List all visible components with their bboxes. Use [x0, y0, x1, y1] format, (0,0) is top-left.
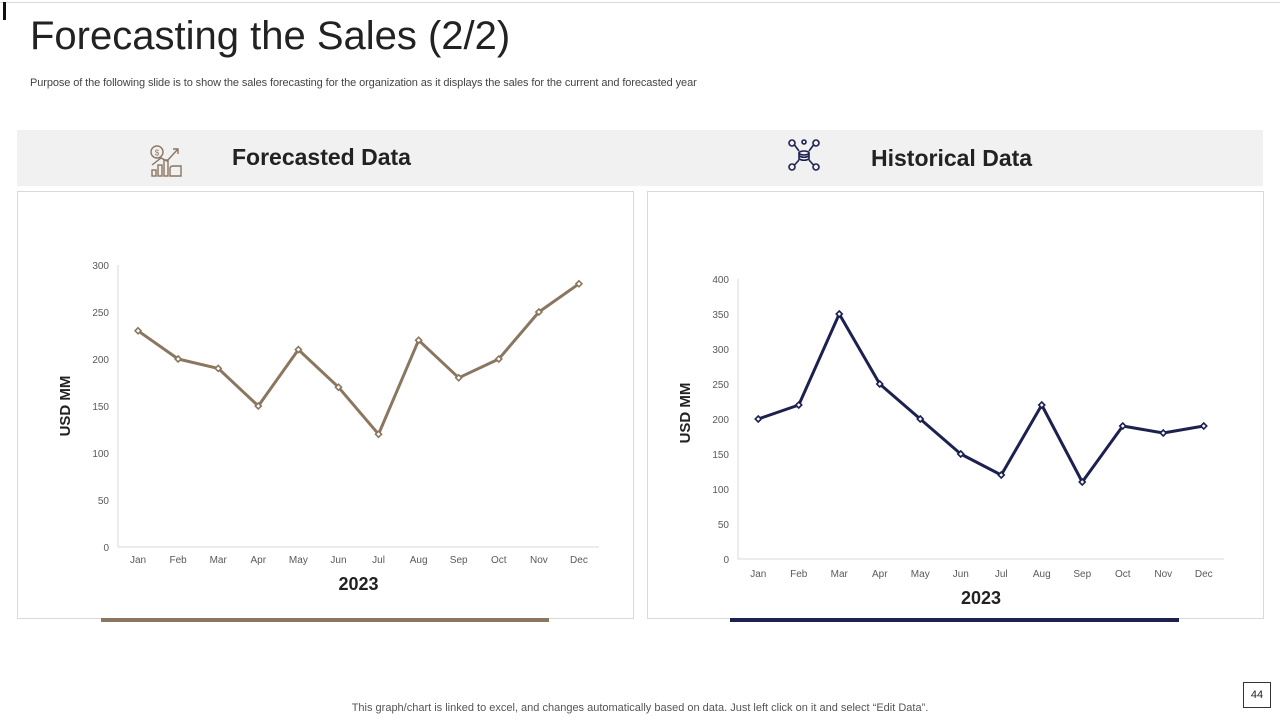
page-title: Forecasting the Sales (2/2): [30, 14, 511, 58]
top-rule: [0, 2, 1280, 3]
data-point-marker: [294, 345, 303, 354]
page-number: 44: [1243, 682, 1271, 708]
series-line: [137, 282, 580, 436]
money-growth-icon: $: [148, 143, 184, 184]
x-tick-label: Mar: [831, 569, 849, 580]
y-tick-label: 100: [92, 449, 109, 460]
x-tick-label: Jun: [953, 569, 969, 580]
y-tick-label: 150: [92, 402, 109, 413]
data-point-marker: [494, 354, 503, 364]
x-axis-title: 2023: [961, 588, 1001, 608]
x-tick-label: Nov: [530, 555, 548, 566]
y-tick-label: 0: [723, 555, 729, 566]
data-point-marker: [334, 383, 343, 392]
historical-panel-title: Historical Data: [871, 145, 1033, 171]
data-point-marker: [173, 354, 183, 364]
y-tick-label: 50: [98, 496, 110, 507]
y-tick-label: 350: [712, 310, 729, 321]
data-point-marker: [1037, 400, 1046, 410]
data-network-icon: [786, 138, 822, 179]
y-tick-label: 250: [712, 380, 729, 391]
x-tick-label: Aug: [1033, 569, 1051, 580]
x-tick-label: Jun: [330, 555, 346, 566]
data-point-marker: [1118, 421, 1127, 431]
svg-text:$: $: [155, 149, 160, 158]
panel-header-band: [17, 130, 1263, 186]
x-tick-label: Feb: [790, 569, 808, 580]
x-tick-label: Feb: [170, 555, 188, 566]
y-tick-label: 50: [718, 520, 730, 531]
y-axis-title: USD MM: [677, 383, 694, 444]
forecast-chart-container[interactable]: 0 50 100 150 200 250 300 Jan Feb Mar Apr May Jun Jul A…: [17, 191, 634, 619]
x-axis-title: 2023: [338, 574, 378, 594]
data-point-marker: [133, 326, 143, 335]
x-tick-label: Jul: [372, 555, 385, 566]
y-tick-label: 200: [92, 355, 109, 366]
data-point-marker: [1159, 428, 1168, 438]
top-marker: [3, 2, 6, 20]
x-tick-label: Dec: [570, 555, 588, 566]
data-point-marker: [916, 414, 925, 424]
series-line: [757, 312, 1205, 484]
data-point-marker: [454, 373, 463, 382]
x-tick-label: May: [911, 569, 930, 580]
historical-chart-container[interactable]: 0 50 100 150 200 250 300 350 400 Jan Feb Mar Apr May J…: [647, 191, 1264, 619]
y-tick-label: 200: [712, 415, 729, 426]
forecast-line-chart[interactable]: 0 50 100 150 200 250 300 Jan Feb Mar Apr May Jun Jul A…: [18, 192, 635, 620]
x-tick-label: Jan: [750, 569, 766, 580]
x-tick-label: Sep: [1073, 569, 1091, 580]
y-tick-label: 300: [712, 345, 729, 356]
x-tick-label: Apr: [251, 555, 267, 566]
forecast-panel-title: Forecasted Data: [232, 144, 411, 170]
data-point-marker: [997, 470, 1006, 480]
x-tick-label: Oct: [491, 555, 507, 566]
x-tick-label: Sep: [450, 555, 468, 566]
footer-note: This graph/chart is linked to excel, and…: [351, 702, 929, 714]
x-tick-label: May: [289, 555, 308, 566]
data-point-marker: [1078, 477, 1087, 487]
forecast-accent-bar: [101, 618, 549, 622]
data-point-marker: [754, 414, 763, 424]
historical-accent-bar: [730, 618, 1179, 622]
x-tick-label: Jan: [130, 555, 146, 566]
y-tick-label: 150: [712, 450, 729, 461]
data-point-marker: [414, 336, 423, 345]
y-tick-label: 250: [92, 308, 109, 319]
x-tick-label: Mar: [210, 555, 228, 566]
data-point-marker: [214, 364, 223, 373]
y-tick-label: 300: [92, 261, 109, 272]
data-point-marker: [254, 401, 263, 411]
data-point-marker: [534, 307, 544, 317]
data-point-marker: [875, 379, 884, 389]
x-tick-label: Aug: [410, 555, 428, 566]
data-point-marker: [1199, 421, 1208, 431]
x-tick-label: Jul: [995, 569, 1008, 580]
x-tick-label: Dec: [1195, 569, 1213, 580]
page-subtitle: Purpose of the following slide is to sho…: [30, 77, 697, 89]
data-point-marker: [835, 309, 844, 319]
data-point-marker: [374, 430, 383, 439]
x-tick-label: Oct: [1115, 569, 1131, 580]
data-point-marker: [794, 400, 803, 410]
data-point-marker: [574, 279, 584, 288]
y-tick-label: 0: [103, 543, 109, 554]
y-tick-label: 400: [712, 275, 729, 286]
historical-line-chart[interactable]: 0 50 100 150 200 250 300 350 400 Jan Feb Mar Apr May J…: [648, 192, 1265, 620]
y-tick-label: 100: [712, 485, 729, 496]
x-tick-label: Nov: [1154, 569, 1172, 580]
data-point-marker: [956, 449, 965, 459]
y-axis-title: USD MM: [57, 376, 74, 437]
x-tick-label: Apr: [872, 569, 888, 580]
